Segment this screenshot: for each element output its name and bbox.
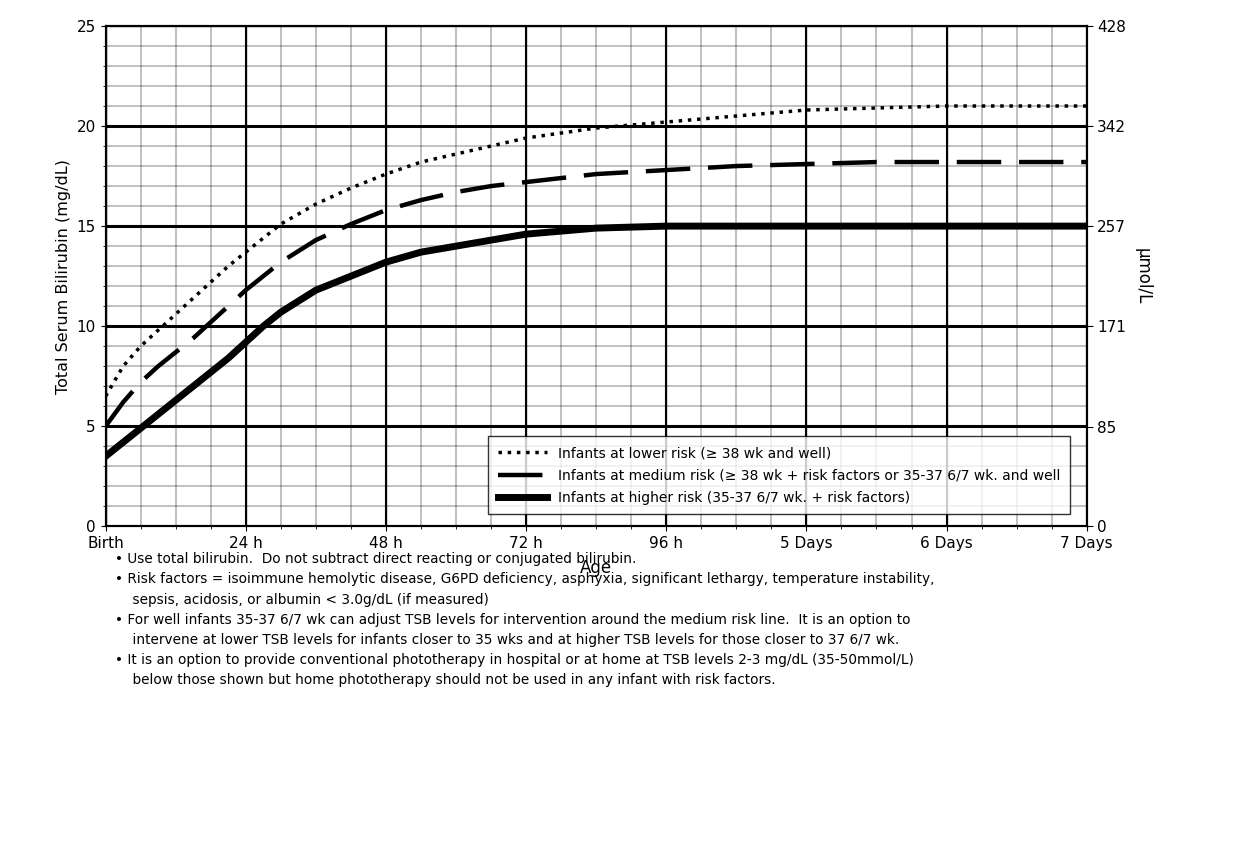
Legend: Infants at lower risk (≥ 38 wk and well), Infants at medium risk (≥ 38 wk + risk: Infants at lower risk (≥ 38 wk and well)… — [488, 436, 1071, 514]
X-axis label: Age: Age — [580, 560, 612, 577]
Y-axis label: Total Serum Bilirubin (mg/dL): Total Serum Bilirubin (mg/dL) — [56, 159, 71, 394]
Text: • Use total bilirubin.  Do not subtract direct reacting or conjugated bilirubin.: • Use total bilirubin. Do not subtract d… — [116, 552, 935, 687]
Y-axis label: μmol/L: μmol/L — [1133, 248, 1151, 304]
